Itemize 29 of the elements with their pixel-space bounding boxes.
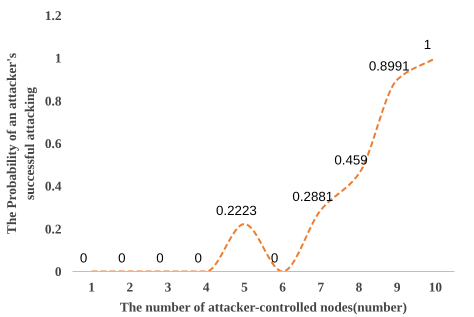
data-label: 0 bbox=[270, 250, 278, 266]
y-tick-label: 1 bbox=[54, 50, 62, 66]
x-tick-label: 6 bbox=[279, 280, 286, 294]
data-label: 0.2223 bbox=[216, 203, 257, 218]
x-tick-label: 9 bbox=[394, 280, 401, 294]
data-label: 0.8991 bbox=[368, 58, 410, 74]
x-tick-label: 10 bbox=[428, 280, 442, 294]
x-tick-label: 1 bbox=[88, 280, 95, 294]
y-tick-label: 0.2 bbox=[44, 221, 62, 236]
y-axis-title: The Probability of an attacker's successful attacking bbox=[4, 52, 37, 234]
y-tick-label: 0.6 bbox=[44, 136, 62, 151]
y-tick-label: 0.4 bbox=[44, 178, 62, 194]
data-label: 0 bbox=[80, 250, 88, 266]
x-tick-label: 4 bbox=[202, 280, 210, 294]
y-tick-label: 1.2 bbox=[44, 8, 62, 23]
data-label: 0.459 bbox=[334, 152, 368, 168]
data-label: 1 bbox=[424, 37, 432, 52]
y-tick-label: 0.8 bbox=[44, 93, 62, 108]
x-tick-label: 5 bbox=[241, 280, 248, 294]
x-axis-title: The number of attacker-controlled nodes(number) bbox=[120, 300, 407, 314]
y-tick-label: 0 bbox=[54, 264, 62, 279]
data-label: 0 bbox=[194, 250, 202, 266]
data-label: 0.2881 bbox=[292, 189, 334, 204]
x-tick-label: 3 bbox=[164, 280, 172, 294]
x-tick-label: 8 bbox=[356, 280, 363, 294]
data-label: 0 bbox=[156, 250, 164, 266]
x-tick-label: 2 bbox=[126, 280, 134, 294]
data-label: 0 bbox=[118, 250, 126, 266]
x-tick-label: 7 bbox=[317, 280, 324, 294]
